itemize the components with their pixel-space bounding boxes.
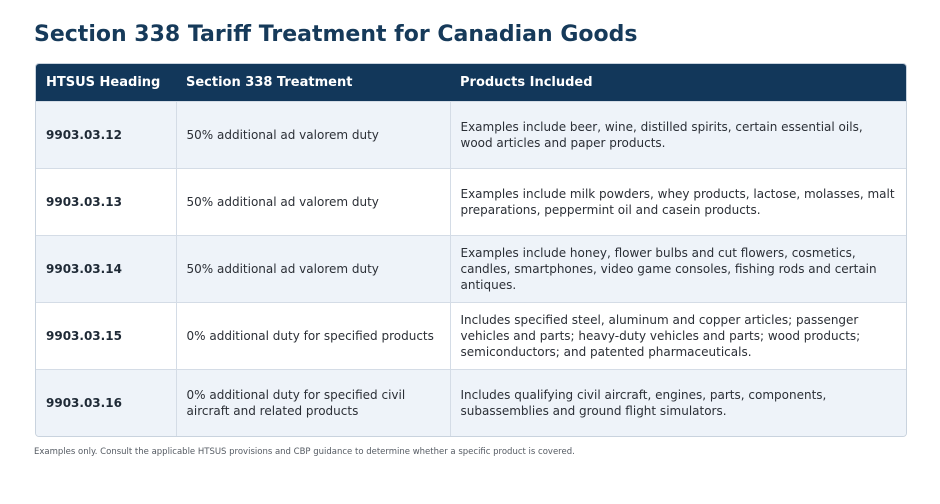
table-row: 9903.03.14 50% additional ad valorem dut… <box>36 235 906 303</box>
table-row: 9903.03.13 50% additional ad valorem dut… <box>36 168 906 236</box>
footnote: Examples only. Consult the applicable HT… <box>34 447 575 457</box>
table-body: 9903.03.12 50% additional ad valorem dut… <box>36 101 906 436</box>
products-cell: Examples include beer, wine, distilled s… <box>449 101 906 169</box>
treatment-cell: 50% additional ad valorem duty <box>175 101 450 169</box>
page-title: Section 338 Tariff Treatment for Canadia… <box>34 22 638 47</box>
treatment-cell: 0% additional duty for specified product… <box>175 302 450 370</box>
column-header-htsus-heading: HTSUS Heading <box>36 64 176 102</box>
treatment-cell: 50% additional ad valorem duty <box>175 235 450 303</box>
htsus-heading-cell: 9903.03.12 <box>36 101 176 169</box>
treatment-cell: 0% additional duty for specified civil a… <box>175 369 450 436</box>
htsus-heading-cell: 9903.03.13 <box>36 168 176 236</box>
table-header: HTSUS Heading Section 338 Treatment Prod… <box>36 64 906 102</box>
products-cell: Examples include milk powders, whey prod… <box>449 168 906 236</box>
htsus-heading-cell: 9903.03.16 <box>36 369 176 436</box>
table-row: 9903.03.16 0% additional duty for specif… <box>36 369 906 436</box>
table-row: 9903.03.12 50% additional ad valorem dut… <box>36 101 906 169</box>
table-header-row: HTSUS Heading Section 338 Treatment Prod… <box>36 64 906 102</box>
products-cell: Examples include honey, flower bulbs and… <box>449 235 906 303</box>
htsus-heading-cell: 9903.03.15 <box>36 302 176 370</box>
treatment-cell: 50% additional ad valorem duty <box>175 168 450 236</box>
products-cell: Includes qualifying civil aircraft, engi… <box>449 369 906 436</box>
products-cell: Includes specified steel, aluminum and c… <box>449 302 906 370</box>
table-row: 9903.03.15 0% additional duty for specif… <box>36 302 906 370</box>
tariff-table: HTSUS Heading Section 338 Treatment Prod… <box>36 64 906 436</box>
column-header-products-included: Products Included <box>450 64 906 102</box>
htsus-heading-cell: 9903.03.14 <box>36 235 176 303</box>
column-header-section-338-treatment: Section 338 Treatment <box>176 64 450 102</box>
tariff-table-container: HTSUS Heading Section 338 Treatment Prod… <box>35 63 907 437</box>
